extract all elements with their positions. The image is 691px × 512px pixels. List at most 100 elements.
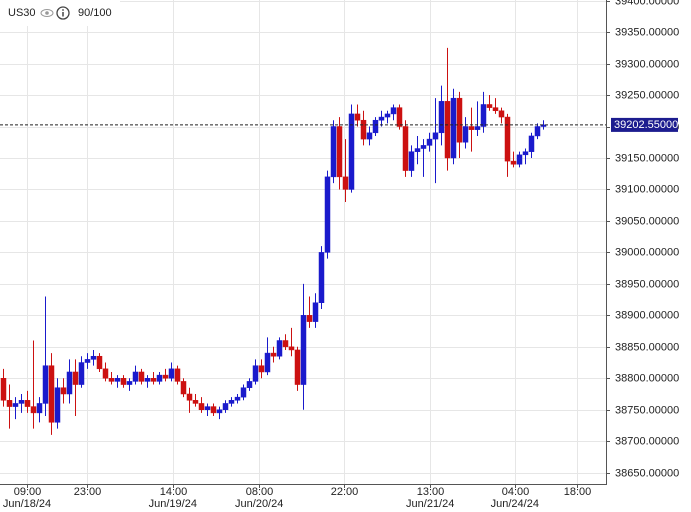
candle-body <box>510 160 517 165</box>
candle-body <box>144 378 151 382</box>
candle-body <box>54 387 61 423</box>
candle-body <box>294 349 301 385</box>
candle-body <box>354 113 361 121</box>
info-icon[interactable] <box>56 6 70 20</box>
candle-body <box>378 116 385 121</box>
x-tick-label: 18:00 <box>564 486 592 498</box>
candle-body <box>114 378 121 382</box>
candle-body <box>48 365 55 423</box>
x-tick-label: 09:00 <box>14 486 42 498</box>
candle-body <box>66 371 73 395</box>
candle-body <box>180 381 187 395</box>
y-tick-label: 39350.00000 <box>615 26 679 38</box>
info-circle <box>56 6 70 20</box>
candle-body <box>528 135 535 152</box>
candle-body <box>210 406 217 414</box>
candle-body <box>438 101 445 134</box>
candle-body <box>186 393 193 401</box>
candle-body <box>300 315 307 385</box>
candle-body <box>240 387 247 398</box>
candle-body <box>78 362 85 385</box>
candle-body <box>156 374 163 382</box>
candle-body <box>426 138 433 146</box>
candle-body <box>162 374 169 379</box>
current-price-label: 39202.55000 <box>614 119 678 131</box>
candle-body <box>498 110 505 118</box>
candle-body <box>288 346 295 351</box>
candle-body <box>72 371 79 385</box>
candles <box>0 47 547 435</box>
candle-body <box>456 97 463 143</box>
candle-body <box>42 365 49 404</box>
candle-body <box>108 378 115 382</box>
candle-body <box>36 403 43 414</box>
candle-body <box>246 381 253 388</box>
candle-body <box>312 302 319 322</box>
candle-body <box>276 340 283 357</box>
candle-body <box>414 148 421 152</box>
x-tick-label: 08:00 <box>246 486 274 498</box>
candle-body <box>30 406 37 414</box>
current-price-box <box>611 117 678 132</box>
candle-body <box>462 126 469 143</box>
candle-body <box>168 368 175 379</box>
candle-body <box>522 151 529 156</box>
candle-body <box>480 104 487 127</box>
candle-body <box>60 387 67 395</box>
candle-body <box>390 107 397 115</box>
candle-body <box>384 113 391 118</box>
candle-body <box>0 378 7 401</box>
candle-body <box>366 132 373 140</box>
candle-body <box>492 107 499 112</box>
y-tick-label: 38950.00000 <box>615 278 679 290</box>
candle-body <box>408 151 415 171</box>
candle-body <box>324 176 331 253</box>
candle-body <box>252 365 259 382</box>
candle-body <box>360 119 367 140</box>
y-tick-label: 38650.00000 <box>615 467 679 479</box>
x-date-label: Jun/19/24 <box>149 498 197 510</box>
candle-body <box>342 176 349 190</box>
candle-body <box>534 126 541 137</box>
candle-body <box>198 403 205 410</box>
candle-body <box>330 126 337 178</box>
eye-icon[interactable] <box>40 9 54 17</box>
y-tick-label: 39250.00000 <box>615 89 679 101</box>
candle-body <box>474 126 481 130</box>
candle-body <box>90 355 97 360</box>
y-tick-label: 38700.00000 <box>615 435 679 447</box>
y-tick-label: 38850.00000 <box>615 341 679 353</box>
candle-body <box>138 371 145 382</box>
candle-body <box>336 126 343 178</box>
x-date-label: Jun/18/24 <box>3 498 51 510</box>
candle-body <box>420 145 427 149</box>
candle-body <box>204 406 211 410</box>
score: 90/100 <box>78 7 112 19</box>
header-bg <box>0 0 120 26</box>
y-tick-label: 38750.00000 <box>615 404 679 416</box>
candle-body <box>6 400 13 407</box>
candle-body <box>432 132 439 140</box>
candle-body <box>516 154 523 165</box>
candle-body <box>396 107 403 127</box>
candle-body <box>540 124 547 127</box>
x-tick-label: 22:00 <box>331 486 359 498</box>
candle-body <box>120 378 127 385</box>
candle-body <box>318 252 325 303</box>
candle-body <box>18 400 25 404</box>
candle-body <box>306 315 313 322</box>
candle-body <box>192 400 199 404</box>
y-tick-label: 39050.00000 <box>615 215 679 227</box>
y-tick-label: 39400.00000 <box>615 0 679 7</box>
candle-body <box>468 126 475 130</box>
candle-body <box>270 352 277 357</box>
candle-body <box>126 381 133 385</box>
candle-body <box>450 97 457 159</box>
candle-body <box>486 104 493 108</box>
candle-body <box>264 352 271 373</box>
y-tick-label: 38800.00000 <box>615 372 679 384</box>
candle-body <box>258 365 265 373</box>
candle-body <box>282 340 289 348</box>
